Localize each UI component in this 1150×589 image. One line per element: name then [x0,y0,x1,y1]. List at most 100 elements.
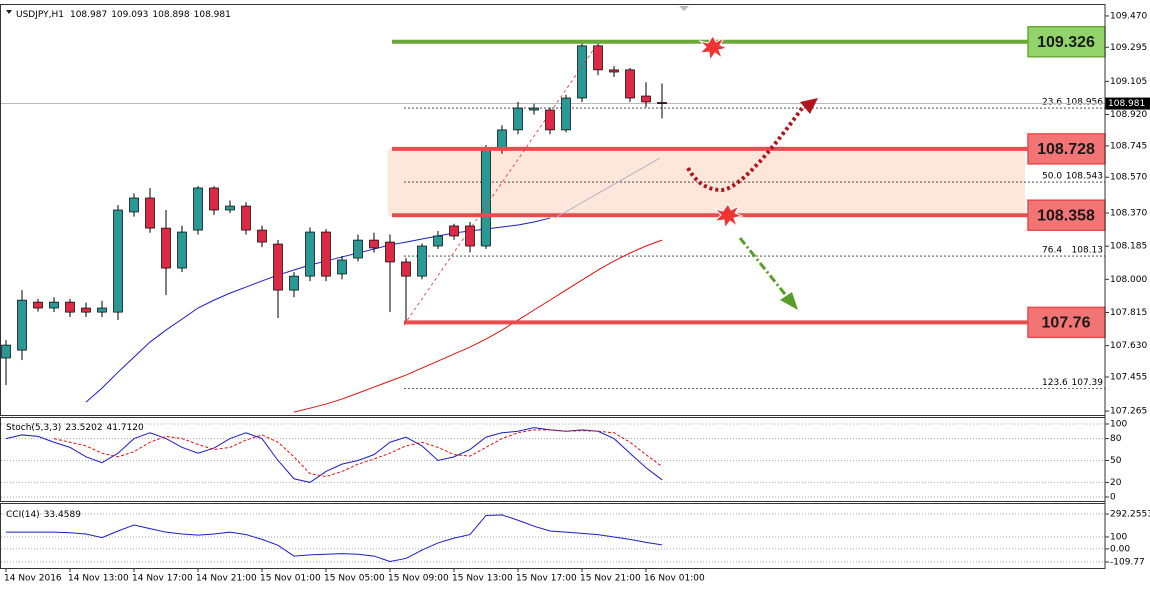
cci-header: CCI(14) 33.4589 [6,510,81,520]
candle-body [17,299,27,351]
price-tag-label: 108.981 [1108,99,1145,109]
y-tick-label: 107.265 [1110,407,1147,417]
level-box [1027,199,1106,231]
candle-body [129,197,139,213]
trendline [554,157,661,219]
candle-body [225,205,235,211]
level-label: 109.326 [1037,34,1095,51]
candle-body [513,107,523,131]
x-tick-label: 15 Nov 21:00 [580,574,641,584]
arrow-head [800,98,818,114]
indicator-line [53,429,663,478]
candle-body [529,107,539,111]
candle-body [49,301,59,309]
x-tick-label: 15 Nov 13:00 [452,574,513,584]
candle-body [81,307,91,313]
candle-body [449,225,459,237]
candle-body [369,239,379,249]
candle-body [209,187,219,211]
candle-body [353,239,363,259]
candle-body [321,231,331,277]
y-tick-label: 107.815 [1110,308,1147,318]
bearish-arrow [738,237,790,299]
candle-body [113,209,123,313]
level-label: 108.358 [1037,207,1095,224]
x-tick-label: 15 Nov 01:00 [260,574,321,584]
candle-body [289,275,299,291]
candle-body [33,301,43,309]
level-box [1027,25,1106,58]
y-tick-label: 50 [1110,456,1122,466]
close-value: 108.981 [194,10,231,20]
cci-title: CCI(14) [6,510,40,520]
candle-body [625,69,635,99]
dropdown-icon [6,10,12,14]
candle-body [337,259,347,275]
candle-body [657,102,667,104]
stoch-main-value: 23.5202 [65,423,102,433]
indicator-line [6,514,663,562]
y-tick-label: 108.000 [1110,275,1147,285]
marks-layer: 23.6 108.956 50.0 108.543 76.4 108.13 123.6 107… [0,4,1150,584]
candle-body [433,235,443,247]
candle-body [193,187,203,231]
candle-body [385,241,395,263]
fib-price: 108.543 [1066,172,1103,182]
arrow-head [780,292,798,310]
candle-body [609,69,619,73]
price-tag [1105,97,1150,110]
cci-frame [0,503,1106,569]
y-tick-label: 109.105 [1110,77,1147,87]
level-box [1027,306,1106,339]
fib-trendline [403,45,597,326]
y-tick-label: 108.370 [1110,209,1147,219]
shift-marker [679,6,689,11]
x-tick-label: 15 Nov 05:00 [324,574,385,584]
y-tick-label: 108.920 [1110,110,1147,120]
open-value: 108.987 [70,10,107,20]
level-label: 107.76 [1042,315,1091,332]
y-tick-label: 292.2553 [1110,509,1150,519]
y-tick-label: -109.77 [1110,558,1145,568]
low-value: 108.898 [152,10,189,20]
x-tick-label: 14 Nov 13:00 [68,574,129,584]
candle-body [241,205,251,231]
candle-body [401,261,411,277]
main-background-layer [388,148,1025,246]
zone [388,148,1025,216]
fib-ratio: 50.0 [1042,172,1062,182]
y-tick-label: 100 [1110,532,1127,542]
stoch-signal-value: 41.7120 [107,423,144,433]
candle-body [577,45,587,99]
x-tick-label: 14 Nov 2016 [4,574,62,584]
stoch-frame [0,417,1106,502]
y-tick-label: 109.470 [1110,11,1147,21]
symbol: USDJPY,H1 [16,10,64,20]
stoch-title: Stoch(5,3,3) [6,423,61,433]
candle-body [273,243,283,291]
fib-price: 108.13 [1072,246,1104,256]
candle-body [593,45,603,71]
fib-price: 107.39 [1072,378,1104,388]
y-tick-label: 20 [1110,478,1122,488]
candle-body [481,149,491,247]
main-plot: 23.6 108.956 50.0 108.543 76.4 108.13 123.6 107… [0,41,1105,413]
x-tick-label: 15 Nov 17:00 [516,574,577,584]
y-tick-label: 109.295 [1110,43,1147,53]
candle-body [177,231,187,269]
candle-body [257,229,267,243]
y-tick-label: 100 [1110,419,1127,429]
y-tick-label: 108.570 [1110,173,1147,183]
candle-body [417,245,427,277]
y-tick-label: 107.455 [1110,373,1147,383]
fib-ratio: 23.6 [1042,98,1062,108]
candle-body [145,197,155,229]
indicator-line [5,427,663,483]
candle-body [161,227,171,269]
candle-body [97,307,107,313]
y-tick-label: 80 [1110,434,1122,444]
y-tick-label: 0 [1110,493,1116,503]
indicator-line [293,239,663,413]
